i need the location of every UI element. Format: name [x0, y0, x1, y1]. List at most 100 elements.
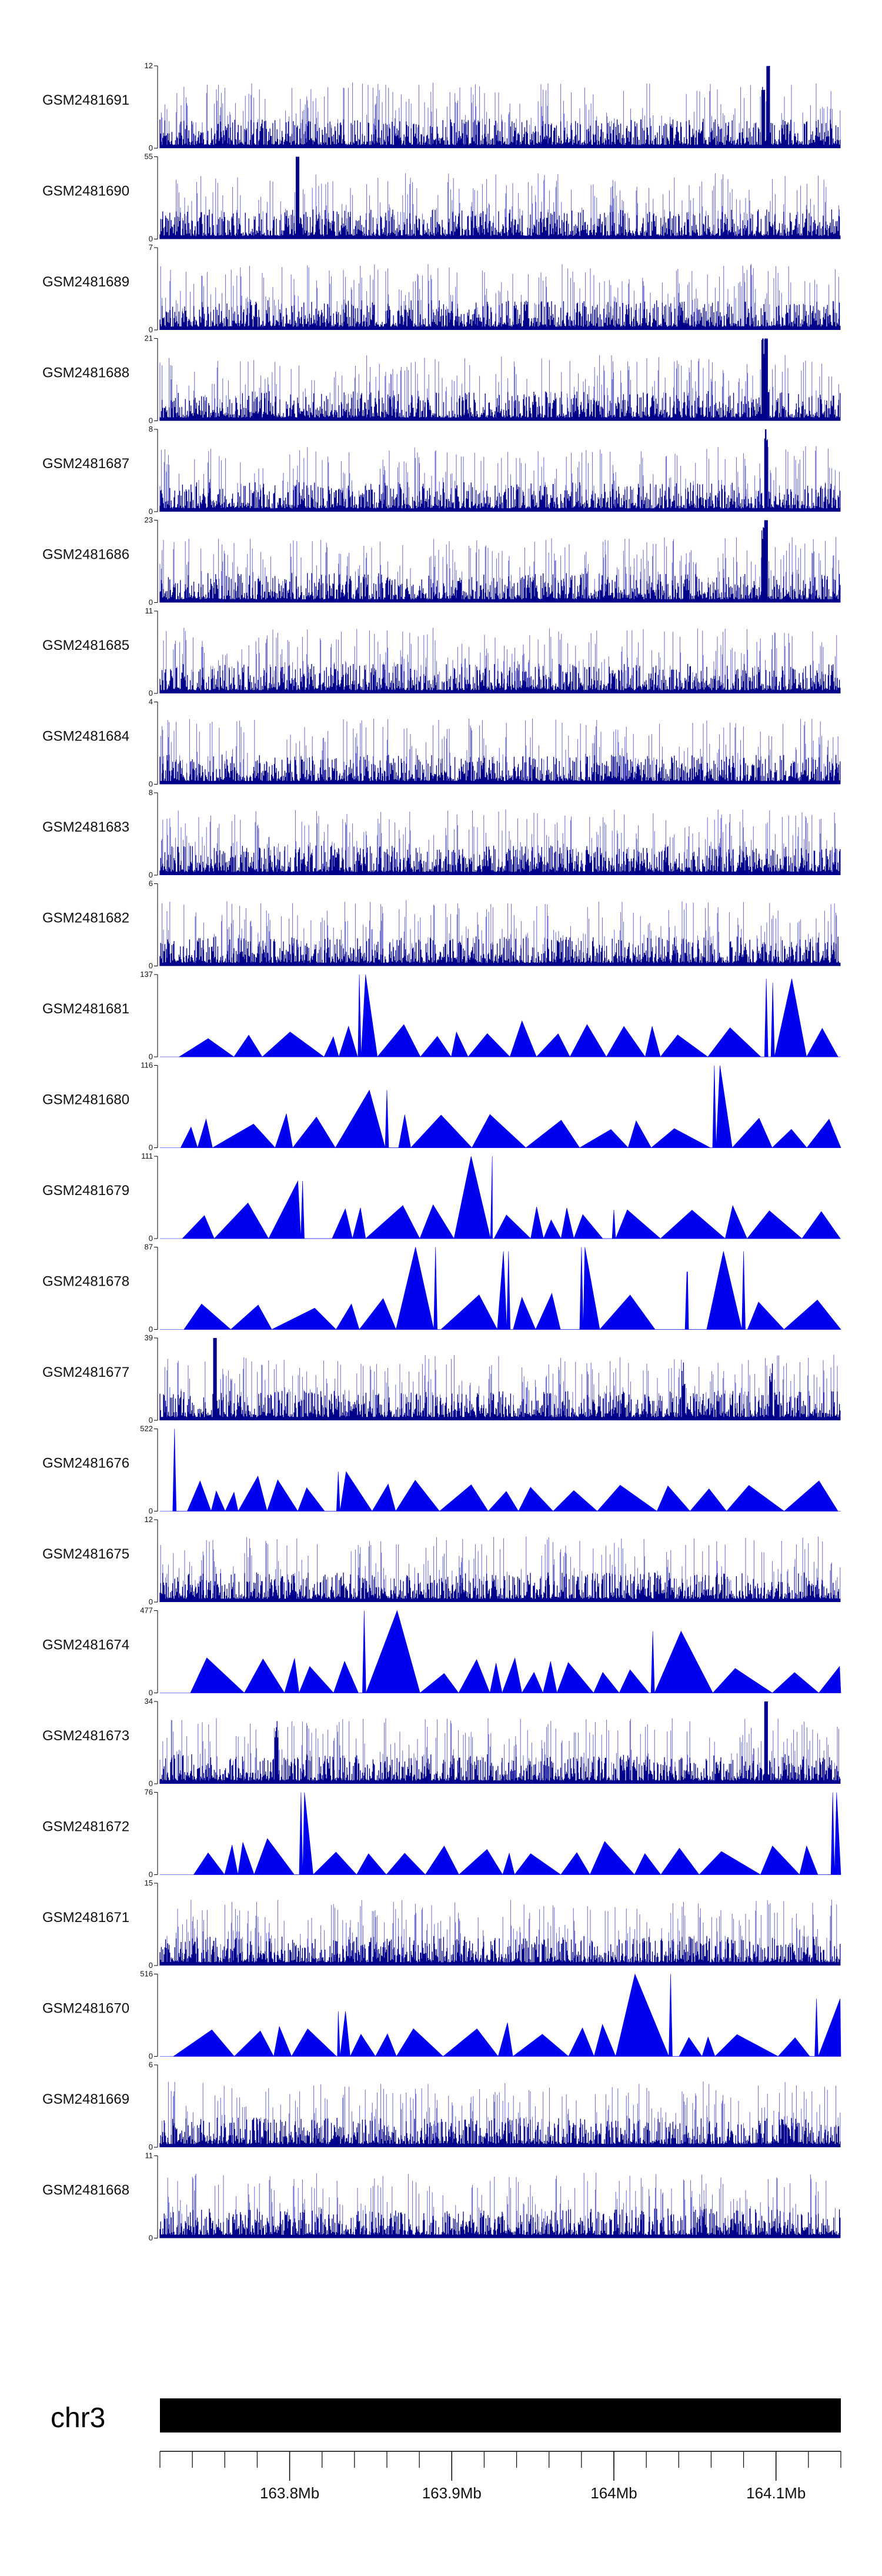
signal-area — [172, 1429, 838, 1512]
signal-bars-light — [160, 264, 839, 330]
y-axis-max-label: 477 — [140, 1606, 153, 1615]
signal-bars-light — [176, 161, 840, 239]
track-name: GSM2481678 — [42, 1274, 129, 1290]
y-axis-min-label: 0 — [149, 1689, 153, 1697]
coordinate-tick-label: 164Mb — [590, 2484, 637, 2502]
signal-bars — [159, 429, 841, 512]
y-axis-max-label: 7 — [149, 243, 153, 252]
track-GSM2481672: GSM2481672 76 0 — [42, 1788, 841, 1879]
signal-area — [190, 1610, 841, 1694]
track-name: GSM2481671 — [42, 1910, 129, 1926]
y-axis-min-label: 0 — [149, 416, 153, 425]
y-axis-min-label: 0 — [149, 1961, 153, 1970]
y-axis-max-label: 137 — [140, 970, 153, 979]
track-name: GSM2481680 — [42, 1092, 129, 1108]
y-axis-max-label: 87 — [145, 1243, 153, 1252]
track-GSM2481679: GSM2481679 111 0 — [42, 1152, 841, 1243]
signal-bars — [159, 936, 841, 966]
y-axis-min-label: 0 — [149, 507, 153, 516]
track-name: GSM2481687 — [42, 456, 129, 472]
track-name: GSM2481682 — [42, 910, 129, 926]
y-axis-min-label: 0 — [149, 1052, 153, 1061]
signal-bars-light — [166, 1900, 837, 1966]
signal-bars-light — [162, 900, 838, 966]
y-axis-max-label: 12 — [145, 1515, 153, 1524]
track-name: GSM2481672 — [42, 1819, 129, 1835]
y-axis-max-label: 116 — [141, 1061, 153, 1070]
y-axis-max-label: 522 — [140, 1424, 153, 1433]
y-axis-max-label: 12 — [145, 61, 153, 70]
track-GSM2481673: GSM2481673 34 0 — [42, 1697, 841, 1788]
chromosome-label: chr3 — [51, 2403, 105, 2434]
track-GSM2481669: GSM2481669 6 0 — [42, 2060, 841, 2151]
y-axis-max-label: 15 — [145, 1878, 153, 1887]
signal-area — [178, 974, 838, 1058]
y-axis-max-label: 6 — [149, 879, 153, 888]
track-name: GSM2481669 — [42, 2091, 129, 2107]
y-axis-min-label: 0 — [149, 780, 153, 789]
y-axis-min-label: 0 — [149, 1870, 153, 1879]
track-name: GSM2481674 — [42, 1637, 129, 1653]
track-name: GSM2481685 — [42, 638, 129, 653]
signal-area — [172, 1973, 841, 2057]
signal-bars-light — [159, 520, 839, 603]
y-axis-max-label: 23 — [145, 516, 153, 525]
track-GSM2481680: GSM2481680 116 0 — [42, 1061, 841, 1152]
track-GSM2481678: GSM2481678 87 0 — [42, 1243, 841, 1334]
signal-area — [180, 1065, 841, 1149]
track-GSM2481686: GSM2481686 23 0 — [42, 516, 841, 607]
y-axis-min-label: 0 — [149, 1507, 153, 1516]
track-GSM2481683: GSM2481683 8 0 — [42, 788, 841, 879]
y-axis-min-label: 0 — [149, 1416, 153, 1424]
y-axis-max-label: 11 — [145, 606, 153, 615]
signal-bars — [159, 520, 841, 603]
track-name: GSM2481684 — [42, 729, 129, 745]
signal-bars — [159, 2117, 841, 2147]
y-axis-max-label: 4 — [149, 698, 153, 706]
signal-area — [193, 1792, 841, 1876]
signal-bars — [159, 156, 841, 239]
track-name: GSM2481668 — [42, 2183, 129, 2198]
coordinate-tick-label: 163.9Mb — [422, 2484, 482, 2502]
y-axis-max-label: 6 — [149, 2060, 153, 2069]
y-axis-min-label: 0 — [149, 870, 153, 879]
track-name: GSM2481673 — [42, 1728, 129, 1744]
y-axis-max-label: 76 — [145, 1788, 153, 1797]
signal-bars-light — [159, 1701, 839, 1784]
track-GSM2481681: GSM2481681 137 0 — [42, 970, 841, 1061]
tracks-layer: GSM2481691120GSM2481690550GSM248168970GS… — [42, 61, 841, 2243]
track-name: GSM2481681 — [42, 1001, 129, 1017]
track-name: GSM2481689 — [42, 274, 129, 290]
signal-bars-light — [163, 628, 837, 693]
track-GSM2481671: GSM2481671 15 0 — [42, 1878, 841, 1970]
y-axis-min-label: 0 — [149, 1234, 153, 1243]
track-GSM2481689: GSM2481689 7 0 — [42, 243, 841, 334]
y-axis-max-label: 39 — [145, 1333, 153, 1342]
y-axis-max-label: 8 — [149, 425, 153, 433]
signal-bars — [159, 338, 841, 421]
track-GSM2481682: GSM2481682 6 0 — [42, 879, 841, 970]
track-GSM2481691: GSM2481691 12 0 — [42, 61, 841, 152]
track-name: GSM2481675 — [42, 1546, 129, 1562]
y-axis-min-label: 0 — [149, 598, 153, 607]
y-axis-max-label: 55 — [145, 152, 153, 161]
track-GSM2481685: GSM2481685 11 0 — [42, 606, 841, 698]
track-GSM2481676: GSM2481676 522 0 — [42, 1424, 841, 1516]
signal-area — [182, 1156, 841, 1240]
track-GSM2481675: GSM2481675 12 0 — [42, 1515, 841, 1606]
signal-bars — [159, 300, 841, 330]
y-axis-min-label: 0 — [149, 689, 153, 698]
y-axis-min-label: 0 — [149, 144, 153, 152]
y-axis-min-label: 0 — [149, 1325, 153, 1334]
y-axis-max-label: 8 — [149, 788, 153, 797]
y-axis-min-label: 0 — [149, 2234, 153, 2243]
signal-bars — [159, 663, 841, 693]
track-GSM2481668: GSM2481668 11 0 — [42, 2151, 841, 2243]
track-GSM2481690: GSM2481690 55 0 — [42, 152, 841, 243]
chromosome-ideogram — [160, 2398, 841, 2432]
track-name: GSM2481691 — [42, 92, 129, 108]
y-axis-max-label: 111 — [141, 1152, 153, 1160]
signal-bars — [159, 2208, 841, 2238]
track-name: GSM2481686 — [42, 547, 129, 563]
genome-coordinate-axis: 163.8Mb 163.9Mb 164Mb 164.1Mb — [159, 2451, 841, 2502]
